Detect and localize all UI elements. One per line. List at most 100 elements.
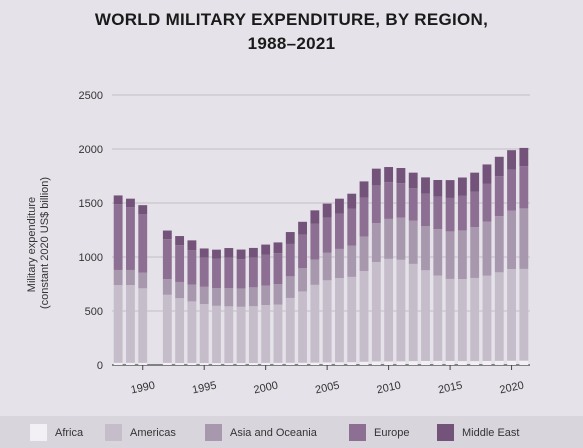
bar-segment <box>482 164 492 184</box>
bar-segment <box>421 226 430 271</box>
bar-segment <box>285 243 295 277</box>
bar-segment <box>433 275 443 361</box>
bar-segment <box>421 193 430 227</box>
bar-stack <box>470 172 480 365</box>
bar-segment <box>408 220 418 264</box>
bar-segment <box>212 258 221 288</box>
bar-segment <box>519 147 529 167</box>
bar-segment <box>236 259 246 289</box>
bar-segment <box>310 284 320 363</box>
bar-segment <box>457 230 467 280</box>
gridlines <box>112 94 530 366</box>
bar-segment <box>359 197 369 237</box>
bar-stack <box>199 248 209 365</box>
bar-segment <box>507 360 516 365</box>
bar-segment <box>113 204 123 270</box>
legend-label: Middle East <box>462 426 520 439</box>
bar-stack <box>408 172 418 365</box>
bar-segment <box>138 272 148 289</box>
y-tick-label: 500 <box>85 306 103 318</box>
bar-segment <box>162 279 172 295</box>
bar-segment <box>224 363 234 365</box>
y-tick-label: 2000 <box>79 144 103 156</box>
bar-segment <box>384 167 394 183</box>
legend-item: Americas <box>105 424 176 441</box>
bar-segment <box>470 227 480 278</box>
bar-segment <box>261 285 271 306</box>
bar-segment <box>273 362 283 365</box>
bar-segment <box>494 156 504 177</box>
bar-segment <box>224 248 234 258</box>
bar-segment <box>248 306 258 363</box>
bar-segment <box>396 168 406 184</box>
legend-label: Europe <box>374 426 410 439</box>
stacked-bar-chart: 0 500 1000 1500 2000 2500 1990 1995 2000 2005 2010… <box>26 90 530 397</box>
bar-segment <box>248 287 258 307</box>
bar-segment <box>396 259 406 362</box>
legend-item: Asia and Oceania <box>205 424 317 441</box>
bar-segment <box>273 242 283 254</box>
bar-segment <box>187 284 197 302</box>
legend: Africa Americas Asia and Oceania Europe Midd… <box>0 416 583 448</box>
bar-segment <box>384 182 394 219</box>
bar-segment <box>322 217 332 253</box>
bar-stack <box>494 156 504 365</box>
bar-stack <box>138 205 148 365</box>
bar-stack <box>113 195 123 365</box>
legend-swatch <box>349 424 366 441</box>
bar-segment <box>261 362 271 365</box>
bar-stack <box>162 230 172 365</box>
legend-swatch <box>30 424 47 441</box>
bar-stack <box>224 248 234 365</box>
bar-segment <box>457 361 467 365</box>
legend-swatch <box>437 424 454 441</box>
bar-segment <box>212 305 221 364</box>
bar-segment <box>236 288 246 307</box>
bar-segment <box>236 249 246 260</box>
bar-segment <box>199 248 209 258</box>
bar-segment <box>261 305 271 363</box>
bar-segment <box>494 176 504 217</box>
bar-segment <box>433 229 443 276</box>
bar-segment <box>347 362 357 365</box>
bar-segment <box>187 240 197 251</box>
bar-segment <box>138 205 148 215</box>
bar-segment <box>371 361 381 365</box>
bar-segment <box>138 362 148 365</box>
bar-stack <box>421 177 430 365</box>
bar-segment <box>187 250 197 285</box>
bar-segment <box>457 279 467 362</box>
bar-stack <box>175 236 185 365</box>
bar-stack <box>507 150 516 365</box>
legend-item: Middle East <box>437 424 519 441</box>
y-tick-label: 1000 <box>79 252 103 264</box>
legend-item: Europe <box>349 424 409 441</box>
bar-segment <box>113 362 123 365</box>
bar-stack <box>187 240 197 365</box>
bar-segment <box>519 360 529 365</box>
bar-segment <box>408 361 418 365</box>
bar-segment <box>482 361 492 365</box>
x-tick-label: 1990 <box>130 380 156 397</box>
bar-segment <box>322 252 332 281</box>
chart-title-line-1: WORLD MILITARY EXPENDITURE, BY REGION, <box>94 10 489 29</box>
bar-segment <box>421 361 430 365</box>
bar-segment <box>261 244 271 255</box>
bar-segment <box>162 230 172 240</box>
bar-segment <box>396 183 406 218</box>
bar-segment <box>359 236 369 272</box>
bar-stack <box>261 244 271 365</box>
bar-segment <box>199 304 209 363</box>
x-tick-label: 2020 <box>499 380 525 397</box>
bar-segment <box>138 214 148 273</box>
bar-segment <box>236 362 246 365</box>
bar-segment <box>396 217 406 260</box>
bar-segment <box>212 363 221 365</box>
bar-segment <box>335 278 344 363</box>
bar-segment <box>113 285 123 363</box>
bar-segment <box>408 263 418 362</box>
bar-segment <box>236 306 246 363</box>
bar-segment <box>273 304 283 363</box>
bar-segment <box>470 172 480 192</box>
bar-segment <box>285 276 295 298</box>
